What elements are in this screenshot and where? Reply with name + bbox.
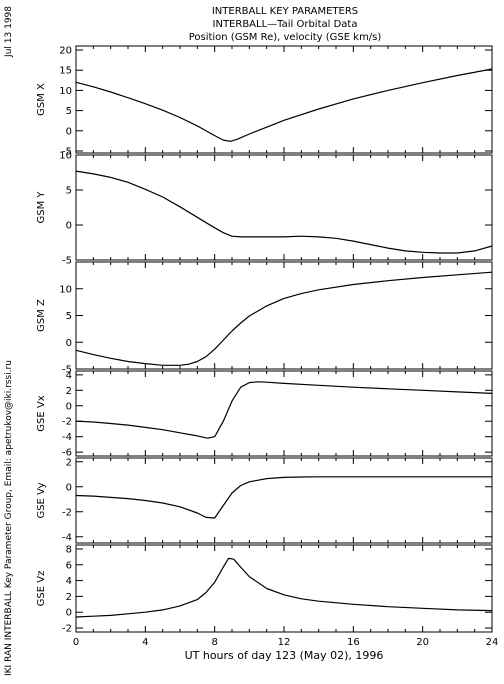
side-credit: IKI RAN INTERBALL Key Parameter Group, E… bbox=[4, 360, 14, 676]
x-axis-label: UT hours of day 123 (May 02), 1996 bbox=[185, 649, 384, 662]
series-line bbox=[75, 68, 493, 142]
y-tick-label: 10 bbox=[59, 151, 72, 162]
y-tick-label: 10 bbox=[59, 86, 72, 97]
y-tick-label: 15 bbox=[59, 66, 72, 77]
series-line bbox=[75, 381, 493, 439]
x-tick-label: 8 bbox=[211, 637, 217, 648]
x-tick-label: 12 bbox=[278, 637, 291, 648]
x-tick-label: 0 bbox=[73, 637, 79, 648]
y-tick-label: 2 bbox=[66, 457, 72, 468]
title-line-3: Position (GSM Re), velocity (GSE km/s) bbox=[189, 32, 382, 43]
y-tick-label: 5 bbox=[66, 311, 72, 322]
y-axis-label: GSE Vz bbox=[36, 571, 47, 607]
series-line bbox=[75, 476, 492, 519]
x-tick-label: 4 bbox=[142, 637, 148, 648]
y-tick-label: 0 bbox=[66, 608, 72, 619]
y-tick-label: 8 bbox=[66, 544, 72, 555]
y-tick-label: 6 bbox=[66, 560, 72, 571]
title-line-2: INTERBALL—Tail Orbital Data bbox=[213, 19, 358, 30]
y-tick-label: 0 bbox=[66, 126, 72, 137]
y-tick-label: 10 bbox=[59, 284, 72, 295]
series-line bbox=[75, 557, 493, 618]
panel-frame bbox=[75, 544, 493, 633]
side-date: Jul 13 1998 bbox=[4, 6, 14, 58]
panel-frame bbox=[75, 154, 493, 261]
x-tick-label: 24 bbox=[486, 637, 499, 648]
y-tick-label: 0 bbox=[66, 401, 72, 412]
y-tick-label: 20 bbox=[59, 46, 72, 57]
y-tick-label: -2 bbox=[62, 507, 72, 518]
y-tick-label: -2 bbox=[62, 417, 72, 428]
y-tick-label: -5 bbox=[62, 146, 72, 157]
y-axis-label: GSM Z bbox=[36, 299, 47, 332]
y-axis-label: GSM Y bbox=[36, 191, 47, 224]
y-tick-label: 4 bbox=[66, 370, 72, 381]
x-tick-label: 20 bbox=[416, 637, 429, 648]
panel-0: -5 0 5 10 15 20 GSM X bbox=[36, 45, 493, 157]
panel-frame bbox=[75, 45, 493, 154]
series-line bbox=[75, 170, 493, 254]
y-tick-label: -4 bbox=[62, 432, 72, 443]
y-tick-label: 4 bbox=[66, 576, 72, 587]
panel-4: -4 -2 0 2 GSE Vy bbox=[36, 457, 493, 544]
y-axis-label: GSE Vx bbox=[36, 395, 47, 431]
panel-1: -5 0 5 10 GSM Y bbox=[36, 151, 493, 267]
y-tick-label: 5 bbox=[66, 186, 72, 197]
title-line-1: INTERBALL KEY PARAMETERS bbox=[212, 6, 358, 17]
y-tick-label: 5 bbox=[66, 106, 72, 117]
panel-2: -5 0 5 10 GSM Z bbox=[36, 261, 493, 376]
panel-3: -6 -4 -2 0 2 4 GSE Vx bbox=[36, 370, 493, 459]
y-tick-label: 0 bbox=[66, 338, 72, 349]
y-tick-label: -5 bbox=[62, 365, 72, 376]
y-tick-label: 2 bbox=[66, 386, 72, 397]
x-tick-label: 16 bbox=[347, 637, 360, 648]
y-axis-label: GSE Vy bbox=[36, 482, 47, 518]
y-tick-label: 0 bbox=[66, 482, 72, 493]
panel-frame bbox=[75, 457, 493, 544]
y-tick-label: 2 bbox=[66, 592, 72, 603]
y-tick-label: -4 bbox=[62, 532, 72, 543]
y-tick-label: -5 bbox=[62, 256, 72, 267]
panel-frame bbox=[75, 261, 493, 370]
y-tick-label: 0 bbox=[66, 221, 72, 232]
y-axis-label: GSM X bbox=[36, 83, 47, 116]
series-line bbox=[75, 271, 493, 366]
y-tick-label: -6 bbox=[62, 448, 72, 459]
y-tick-label: -2 bbox=[62, 624, 72, 635]
